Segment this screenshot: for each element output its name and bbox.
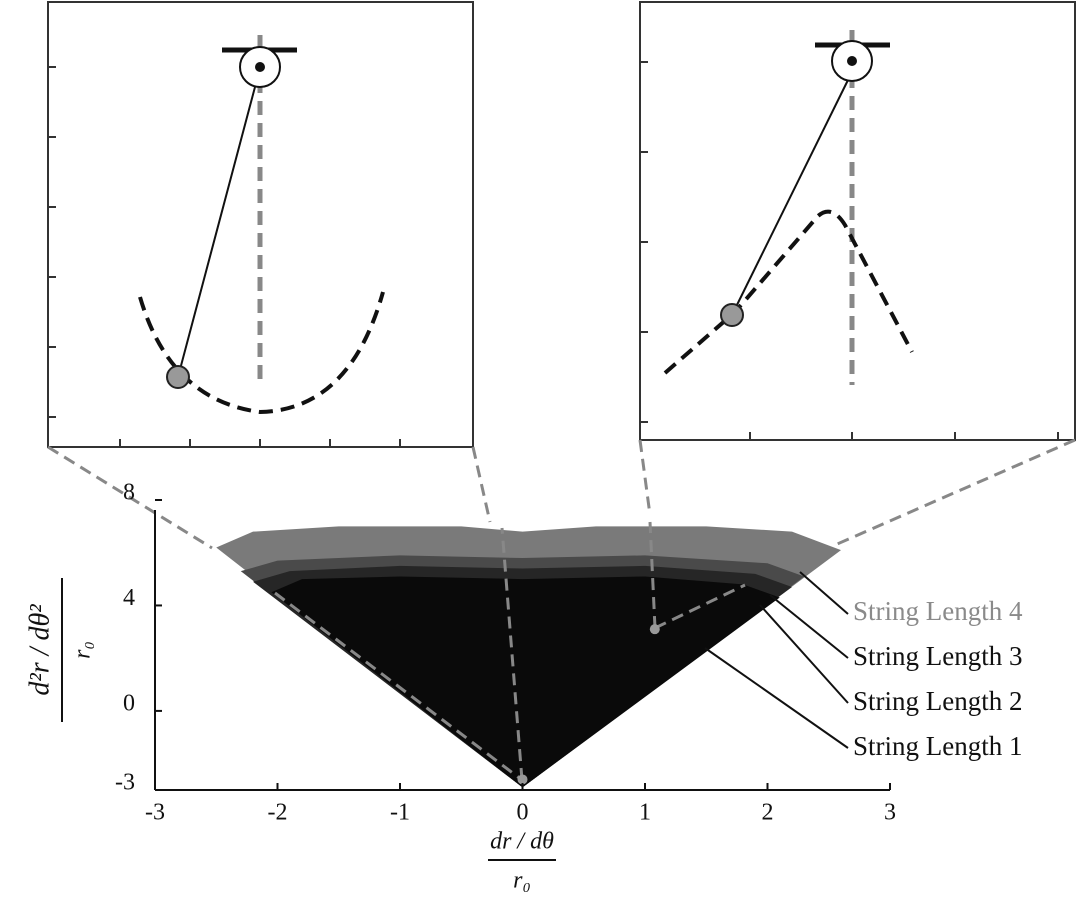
state-point — [649, 624, 660, 635]
y-tick-label: 0 — [123, 690, 135, 716]
x-tick-label: 3 — [884, 800, 896, 826]
zoom-lines — [47, 438, 1076, 782]
inset-left — [47, 1, 474, 448]
inset-right — [639, 1, 1076, 441]
legend-label: String Length 3 — [853, 641, 1023, 671]
x-tick-label: 1 — [639, 800, 651, 826]
y-label: d²r / dθ² r₀ — [24, 578, 96, 722]
y-tick-label: 4 — [123, 585, 135, 611]
legend-label: String Length 2 — [853, 686, 1023, 716]
y-tick-label: -3 — [115, 770, 135, 796]
region — [271, 576, 780, 788]
x-tick-label: 0 — [517, 800, 529, 826]
x-tick-label: 2 — [762, 800, 774, 826]
x-tick-label: -1 — [390, 800, 410, 826]
regions — [216, 526, 841, 788]
axis-labels: dr / dθ r₀ d²r / dθ² r₀ — [24, 578, 556, 894]
x-label-numerator: dr / dθ — [490, 829, 554, 855]
x-tick-label: -2 — [268, 800, 288, 826]
legend-leaders — [704, 571, 849, 749]
state-point — [517, 774, 528, 785]
x-tick-label: -3 — [145, 800, 165, 826]
y-label-denominator: r₀ — [70, 641, 96, 659]
legend-label: String Length 4 — [853, 596, 1023, 626]
y-label-numerator: d²r / dθ² — [24, 604, 55, 696]
x-label-denominator: r₀ — [513, 868, 531, 894]
legend-label: String Length 1 — [853, 731, 1023, 761]
y-tick-label: 8 — [123, 480, 135, 506]
